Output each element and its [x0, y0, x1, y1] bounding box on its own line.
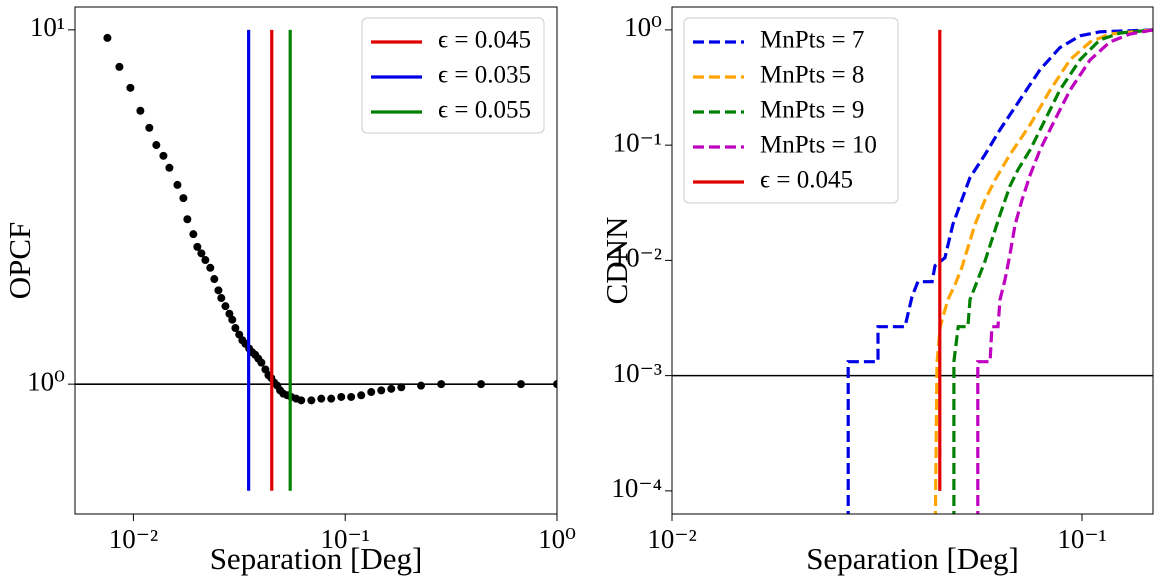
- point: [437, 380, 446, 389]
- series-line: [952, 28, 1153, 514]
- point: [228, 315, 237, 324]
- legend: ϵ = 0.045 ϵ = 0.035 ϵ = 0.055: [361, 17, 545, 134]
- legend-label: ϵ = 0.035: [438, 62, 531, 89]
- y-tick-label: 10⁻²: [613, 243, 662, 273]
- x-tick-label: 10⁻¹: [1057, 524, 1106, 554]
- plot-area: [75, 29, 557, 491]
- point: [136, 106, 145, 115]
- y-axis-label: OPCF: [2, 222, 37, 300]
- point: [417, 381, 426, 390]
- point: [516, 380, 525, 389]
- point: [214, 286, 223, 295]
- point: [477, 380, 486, 389]
- point: [327, 394, 336, 403]
- legend-label: MnPts = 8: [760, 62, 864, 89]
- y-tick-label: 10¹: [30, 12, 65, 42]
- point: [103, 33, 112, 42]
- plot-area: [672, 28, 1153, 514]
- point: [231, 324, 240, 333]
- point: [367, 388, 376, 397]
- point: [145, 123, 154, 132]
- y-tick-label: 10⁻¹: [613, 127, 662, 157]
- series-line: [846, 28, 1153, 514]
- legend-box: [683, 17, 899, 204]
- legend-label: ϵ = 0.055: [438, 97, 531, 124]
- point: [197, 249, 206, 258]
- point: [115, 62, 124, 71]
- y-tick-label: 10⁰: [27, 366, 65, 396]
- x-tick-label: 10⁻²: [109, 524, 158, 554]
- point: [193, 242, 202, 251]
- axes-frame: [74, 6, 558, 515]
- legend: MnPts = 7 MnPts = 8 MnPts = 9 MnPts = 10 ϵ =…: [683, 17, 899, 204]
- y-axis-label: CDNN: [599, 217, 634, 305]
- point: [553, 380, 557, 389]
- point: [217, 294, 226, 303]
- axes-frame: [671, 6, 1154, 515]
- point: [159, 151, 168, 160]
- point: [357, 391, 366, 400]
- legend-label: MnPts = 9: [760, 97, 864, 124]
- point: [210, 275, 219, 284]
- point: [347, 392, 356, 401]
- legend-label: ϵ = 0.045: [438, 27, 531, 54]
- point: [317, 394, 326, 403]
- series-line: [976, 28, 1153, 514]
- point: [337, 392, 346, 401]
- point: [152, 141, 161, 150]
- y-tick-label: 10⁰: [624, 12, 662, 42]
- legend-label: MnPts = 7: [760, 27, 864, 54]
- legend-box: [361, 17, 545, 134]
- legend-label: MnPts = 10: [760, 132, 877, 159]
- y-tick-label: 10⁻⁴: [611, 473, 662, 503]
- x-tick-label: 10⁻²: [647, 524, 696, 554]
- legend-label: ϵ = 0.045: [760, 167, 853, 194]
- point: [257, 358, 266, 367]
- point: [221, 302, 230, 311]
- point: [189, 230, 198, 239]
- x-axis-label: Separation [Deg]: [806, 541, 1019, 576]
- point: [307, 396, 316, 405]
- point: [179, 194, 188, 203]
- point: [225, 309, 234, 318]
- point: [377, 386, 386, 395]
- x-axis-label: Separation [Deg]: [210, 541, 423, 576]
- point: [201, 256, 210, 265]
- series-line: [933, 28, 1153, 514]
- x-tick-label: 10⁻¹: [321, 524, 370, 554]
- point: [126, 83, 135, 92]
- point: [206, 263, 215, 272]
- point: [173, 180, 182, 189]
- point: [297, 396, 306, 405]
- x-tick-label: 10⁰: [538, 524, 576, 554]
- point: [165, 163, 174, 172]
- point: [183, 215, 192, 224]
- y-tick-label: 10⁻³: [613, 358, 662, 388]
- point: [387, 384, 396, 393]
- point: [397, 383, 406, 392]
